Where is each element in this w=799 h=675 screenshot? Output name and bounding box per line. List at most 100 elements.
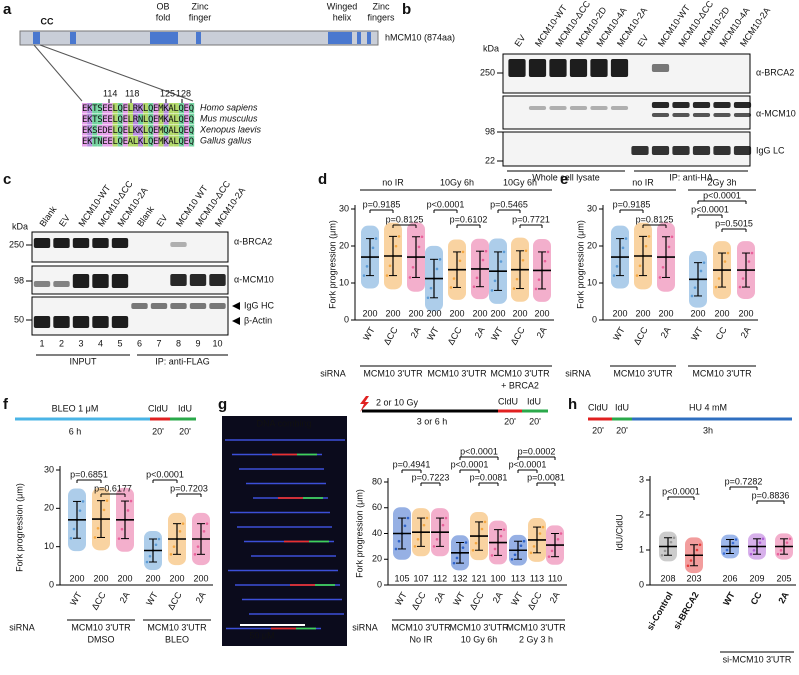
band: [549, 59, 567, 77]
p-value: p=0.9185: [613, 199, 651, 209]
dot-texture: [638, 264, 642, 268]
domain-label: Zinc: [191, 1, 209, 11]
y-tick-label: 2: [639, 509, 644, 519]
p-value: p<0.0001: [662, 486, 700, 496]
dot-texture: [714, 285, 718, 289]
dot-texture: [157, 537, 161, 541]
group-label: MCM10 3'UTR: [613, 368, 673, 378]
dot-texture: [698, 543, 702, 547]
dot-texture: [747, 260, 751, 263]
p-value: p=0.6102: [450, 214, 488, 224]
residue-bg: [189, 103, 195, 114]
category-label: 2A: [473, 325, 487, 340]
n-label: 112: [433, 573, 447, 583]
band: [651, 102, 670, 108]
dot-texture: [521, 258, 525, 262]
n-label: 200: [362, 308, 377, 318]
n-label: 200: [145, 573, 160, 583]
group-label: 10 Gy 6h: [461, 634, 498, 644]
group-label: IP: anti-HA: [669, 172, 713, 182]
dot-texture: [394, 547, 398, 551]
residue-bg: [138, 125, 144, 136]
treatment: HU 4 mM: [689, 402, 727, 412]
residue-bg: [92, 136, 98, 147]
dot-texture: [670, 235, 674, 239]
cc-label: CC: [41, 16, 54, 26]
dot-texture: [120, 527, 124, 531]
n-label: 200: [69, 573, 84, 583]
n-label: 200: [512, 308, 527, 318]
dot-texture: [371, 246, 375, 250]
residue-bg: [153, 114, 159, 125]
y-tick-label: 20: [372, 554, 382, 564]
pulse-label: IdU: [178, 403, 192, 413]
domain: [33, 32, 40, 44]
residue-bg: [87, 114, 93, 125]
position: 114: [103, 88, 117, 98]
residue-bg: [148, 114, 154, 125]
dot-texture: [78, 509, 82, 512]
dot-texture: [499, 534, 503, 538]
band: [569, 106, 588, 110]
y-tick-label: 80: [372, 476, 382, 486]
band: [672, 102, 690, 108]
treatment: 2 or 10 Gy: [376, 397, 419, 407]
dot-texture: [788, 537, 792, 541]
band: [651, 146, 670, 155]
p-value: p<0.0001: [703, 190, 741, 200]
dot-texture: [490, 554, 494, 557]
panel-label: b: [402, 1, 411, 18]
n-label: 107: [413, 573, 428, 583]
dot-texture: [362, 274, 366, 277]
band: [651, 113, 670, 117]
position: 118: [125, 88, 139, 98]
group-header: no IR: [632, 177, 654, 187]
scale-bar-label: 50 μM: [249, 630, 274, 640]
band: [92, 238, 109, 248]
group-label: BLEO: [165, 634, 189, 644]
residue-bg: [158, 103, 164, 114]
dot-texture: [96, 526, 100, 530]
group-label: MCM10 3'UTR: [147, 622, 207, 632]
lane-label: Blank: [37, 204, 58, 229]
dot-texture: [169, 553, 173, 556]
residue-bg: [138, 136, 144, 147]
lane-number: 1: [39, 338, 44, 348]
row-label: siRNA: [9, 622, 35, 632]
n-label: 209: [749, 573, 764, 583]
p-value: p=0.7282: [725, 476, 763, 486]
n-label: 113: [530, 573, 544, 583]
dot-texture: [541, 525, 545, 529]
residue-bg: [143, 114, 149, 125]
n-label: 206: [722, 573, 737, 583]
p-value: p=0.9185: [363, 199, 401, 209]
species: Gallus gallus: [200, 135, 252, 145]
category-label: si-BRCA2: [671, 590, 700, 631]
antibody: β-Actin: [244, 315, 272, 325]
p-value: p<0.0001: [691, 204, 729, 214]
band: [33, 281, 51, 287]
residue-bg: [97, 114, 103, 125]
band: [610, 59, 629, 77]
dot-texture: [524, 249, 528, 253]
dot-texture: [499, 260, 503, 263]
dot-texture: [461, 250, 465, 254]
residue-bg: [133, 125, 139, 136]
lane-label: EV: [57, 213, 72, 229]
n-label: 200: [193, 573, 208, 583]
category-label: WT: [611, 325, 627, 343]
y-tick-label: 30: [339, 203, 349, 213]
lane-label: EV: [512, 33, 527, 49]
dot-texture: [702, 261, 706, 264]
residue-bg: [184, 103, 190, 114]
residue-bg: [82, 136, 88, 147]
y-tick-label: 10: [339, 277, 349, 287]
y-tick-label: 0: [377, 579, 382, 589]
kda-label: kDa: [12, 221, 28, 231]
dot-texture: [559, 532, 563, 535]
residue-bg: [87, 125, 93, 136]
residue-bg: [133, 114, 139, 125]
dot-texture: [502, 250, 506, 254]
residue-bg: [148, 103, 154, 114]
dot-texture: [543, 259, 547, 263]
